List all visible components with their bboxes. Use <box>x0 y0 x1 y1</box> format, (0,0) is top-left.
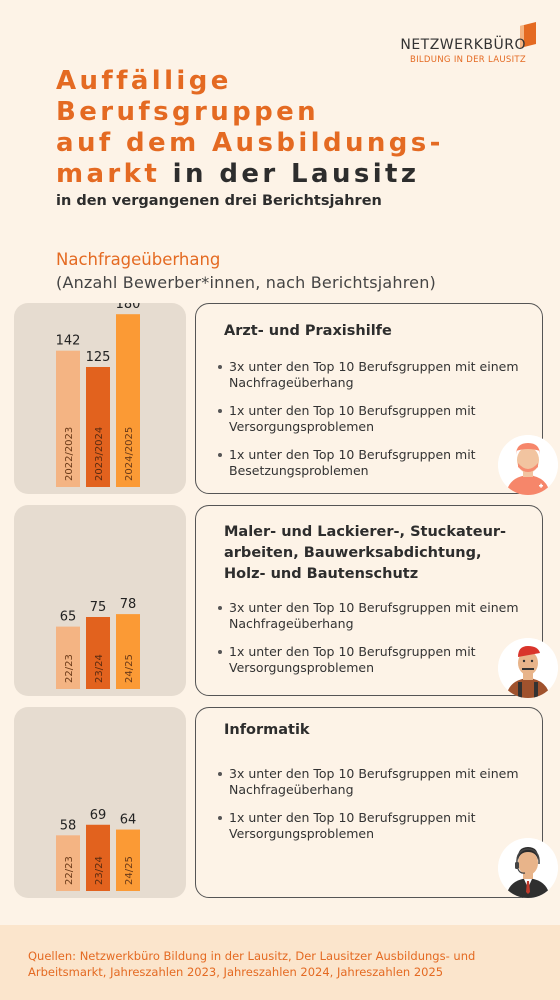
chart-box-arzt: 142 2022/2023 125 2023/2024 180 2024/2025 <box>14 303 186 494</box>
list-item: 3x unter den Top 10 Berufsgruppen mit ei… <box>218 600 529 632</box>
page-subtitle: in den vergangenen drei Berichtsjahren <box>56 193 382 209</box>
list-item: 1x unter den Top 10 Berufsgruppen mit Ve… <box>218 810 529 842</box>
footer-background <box>0 925 560 1000</box>
list-item: 1x unter den Top 10 Berufsgruppen mit Ve… <box>218 644 529 676</box>
section-title: Nachfrageüberhang <box>56 250 221 269</box>
title-line-1: Auffällige <box>56 66 232 96</box>
painter-icon <box>498 638 558 698</box>
list-item: 1x unter den Top 10 Berufsgruppen mit Be… <box>218 447 529 479</box>
value-label: 78 <box>120 597 137 612</box>
category-label: 24/25 <box>124 856 135 885</box>
category-label: 2022/2023 <box>64 427 75 481</box>
category-label: 2024/2025 <box>124 427 135 481</box>
bar-2023-2024 <box>86 367 110 487</box>
bar-chart-arzt: 142 2022/2023 125 2023/2024 180 2024/2025 <box>56 303 141 487</box>
bar-22-23 <box>56 835 80 891</box>
chart-box-maler: 65 22/23 75 23/24 78 24/25 <box>14 505 186 696</box>
bar-24-25 <box>116 829 140 891</box>
value-label: 125 <box>86 350 111 365</box>
value-label: 180 <box>116 303 141 312</box>
bar-chart-informatik: 58 22/23 69 23/24 64 24/25 <box>56 808 140 891</box>
section-subtitle: (Anzahl Bewerber*innen, nach Berichtsjah… <box>56 273 436 292</box>
category-label: 23/24 <box>94 856 105 885</box>
bullet-list: 3x unter den Top 10 Berufsgruppen mit ei… <box>218 359 529 491</box>
list-item: 1x unter den Top 10 Berufsgruppen mit Ve… <box>218 403 529 435</box>
bullet-list: 3x unter den Top 10 Berufsgruppen mit ei… <box>218 766 529 854</box>
value-label: 75 <box>90 600 107 615</box>
bullet-list: 3x unter den Top 10 Berufsgruppen mit ei… <box>218 600 529 688</box>
book-logo-icon <box>520 22 536 48</box>
category-label: 22/23 <box>64 856 75 885</box>
bar-chart-maler: 65 22/23 75 23/24 78 24/25 <box>56 597 140 689</box>
group-title: Informatik <box>224 722 310 738</box>
page-title: Auffällige Berufsgruppen auf dem Ausbild… <box>56 66 546 190</box>
list-item: 3x unter den Top 10 Berufsgruppen mit ei… <box>218 359 529 391</box>
info-box-informatik: Informatik 3x unter den Top 10 Berufsgru… <box>195 707 543 898</box>
category-label: 2023/2024 <box>94 427 105 481</box>
info-box-maler: Maler- und Lackierer-, Stuckateur-arbeit… <box>195 505 543 696</box>
value-label: 142 <box>56 334 81 349</box>
logo: NETZWERKBÜRO BILDUNG IN DER LAUSITZ <box>388 22 538 72</box>
category-label: 24/25 <box>124 654 135 683</box>
logo-name: NETZWERKBÜRO <box>400 37 526 53</box>
title-line-4-dark: in der Lausitz <box>172 159 420 189</box>
category-label: 22/23 <box>64 654 75 683</box>
group-title: Maler- und Lackierer-, Stuckateur-arbeit… <box>224 524 507 582</box>
bar-23-24 <box>86 617 110 689</box>
category-label: 23/24 <box>94 654 105 683</box>
value-label: 65 <box>60 610 77 625</box>
logo-tagline: BILDUNG IN DER LAUSITZ <box>409 55 526 65</box>
value-label: 64 <box>120 813 137 828</box>
title-line-3: auf dem Ausbildungs- <box>56 128 444 158</box>
bar-24-25 <box>116 614 140 689</box>
bar-2022-2023 <box>56 350 80 487</box>
list-item: 3x unter den Top 10 Berufsgruppen mit ei… <box>218 766 529 798</box>
medical-assistant-icon <box>498 435 558 495</box>
bar-22-23 <box>56 626 80 689</box>
title-line-4: markt in der Lausitz <box>56 159 546 190</box>
info-box-arzt: Arzt- und Praxishilfe 3x unter den Top 1… <box>195 303 543 494</box>
chart-box-informatik: 58 22/23 69 23/24 64 24/25 <box>14 707 186 898</box>
it-support-icon <box>498 838 558 898</box>
sources-footer: Quellen: Netzwerkbüro Bildung in der Lau… <box>28 949 476 979</box>
group-title: Arzt- und Praxishilfe <box>224 323 392 339</box>
title-line-4-orange: markt <box>56 159 161 189</box>
bar-23-24 <box>86 824 110 891</box>
title-line-2: Berufsgruppen <box>56 97 320 127</box>
value-label: 69 <box>90 808 107 823</box>
value-label: 58 <box>60 818 77 833</box>
bar-2024-2025 <box>116 314 140 487</box>
